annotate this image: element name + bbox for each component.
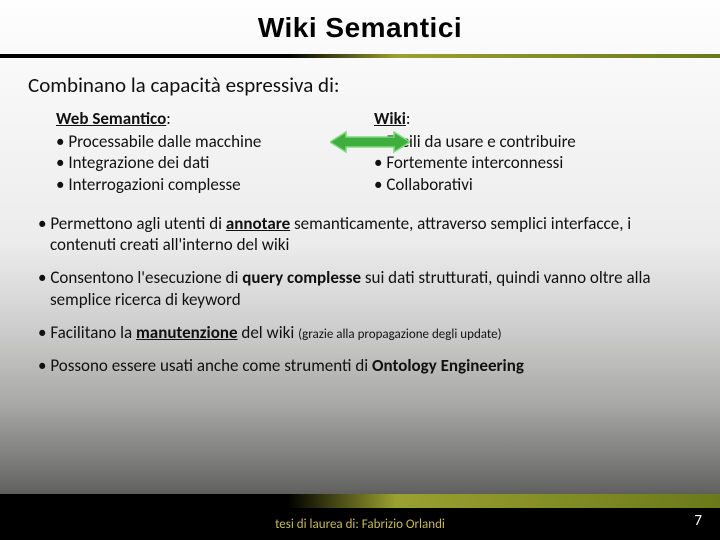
left-item: • Integrazione dei dati [56,152,374,173]
left-heading: Web Semantico: [56,108,374,129]
slide: Wiki Semantici Combinano la capacità esp… [0,0,720,540]
right-item: • Collaborativi [374,174,692,195]
columns: Web Semantico: • Processabile dalle macc… [0,102,720,195]
intro-text: Combinano la capacità espressiva di: [0,58,720,102]
footer-bar: tesi di laurea di: Fabrizio Orlandi 7 [0,494,720,540]
left-column: Web Semantico: • Processabile dalle macc… [56,108,374,195]
point-3: • Facilitano la manutenzione del wiki (g… [28,322,692,343]
left-item: • Processabile dalle macchine [56,131,374,152]
left-item: • Interrogazioni complesse [56,174,374,195]
slide-title: Wiki Semantici [0,12,720,44]
title-bar: Wiki Semantici [0,0,720,50]
double-arrow-icon [330,130,410,154]
right-heading: Wiki: [374,108,692,129]
footer-text: tesi di laurea di: Fabrizio Orlandi [275,517,445,532]
bullet-points: • Permettono agli utenti di annotare sem… [0,195,720,377]
right-item: • Fortemente interconnessi [374,152,692,173]
point-1: • Permettono agli utenti di annotare sem… [28,213,692,256]
point-4: • Possono essere usati anche come strume… [28,355,692,376]
point-2: • Consentono l'esecuzione di query compl… [28,267,692,310]
right-item: • Facili da usare e contribuire [374,131,692,152]
page-number: 7 [694,512,702,530]
right-column: Wiki: • Facili da usare e contribuire • … [374,108,692,195]
